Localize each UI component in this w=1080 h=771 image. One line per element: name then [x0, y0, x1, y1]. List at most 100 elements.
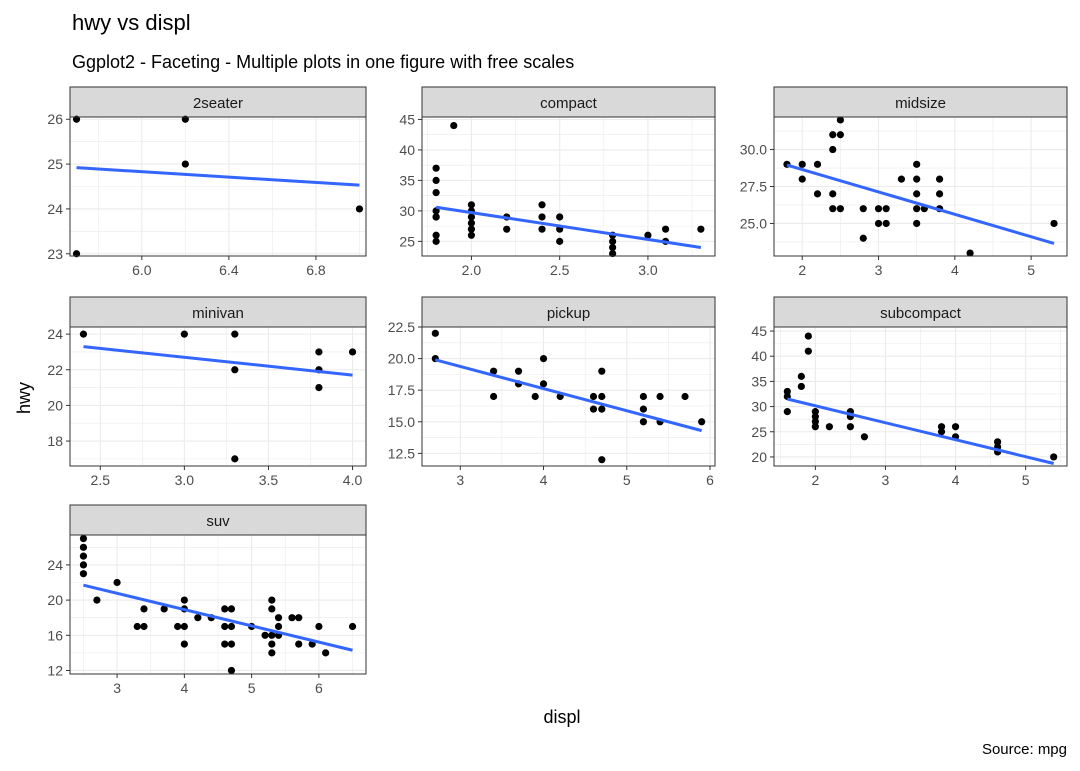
- panel-border: [69, 116, 367, 257]
- data-point: [951, 423, 960, 431]
- data-point: [268, 649, 276, 657]
- trend-line: [83, 345, 353, 377]
- data-point: [829, 190, 837, 198]
- data-point: [874, 205, 883, 213]
- data-point: [556, 213, 564, 221]
- data-point: [783, 408, 791, 416]
- data-point: [221, 640, 229, 648]
- data-point: [227, 622, 236, 631]
- x-tick-label: 3.0: [638, 262, 658, 278]
- y-tick-label: 35: [399, 172, 415, 188]
- data-point: [882, 219, 890, 228]
- x-tick-label: 4: [180, 680, 188, 696]
- facet-panel-pickup: pickup 3 4 5 6 12.5 15.0 17.5 20.0 22.5: [388, 296, 716, 488]
- data-point: [935, 175, 944, 183]
- y-tick-label: 22.5: [388, 319, 415, 335]
- data-point: [531, 392, 539, 401]
- data-point: [556, 237, 564, 245]
- data-point: [539, 380, 548, 388]
- data-point: [322, 649, 330, 657]
- facet-panel-suv: suv 3 4 5 6 12 16 20 24: [47, 504, 367, 696]
- data-point: [811, 413, 819, 421]
- data-point: [681, 392, 689, 401]
- trend-line: [76, 166, 360, 187]
- data-point: [811, 418, 819, 426]
- data-point: [503, 225, 511, 233]
- x-axis-title: displ: [543, 707, 580, 727]
- data-point: [539, 354, 548, 363]
- data-point: [935, 190, 944, 198]
- data-point: [882, 205, 890, 213]
- data-point: [829, 205, 837, 213]
- facet-strip-label: subcompact: [880, 305, 962, 322]
- data-point: [913, 219, 921, 228]
- data-point: [450, 121, 458, 130]
- data-point: [268, 596, 276, 604]
- data-point: [180, 330, 188, 338]
- y-tick-label: 22: [47, 362, 63, 378]
- data-point: [811, 423, 819, 431]
- data-point: [432, 213, 440, 221]
- panel-grid: [774, 327, 1067, 466]
- data-point: [231, 455, 239, 463]
- facet-strip: [421, 86, 716, 118]
- data-point: [261, 631, 269, 639]
- data-point: [639, 405, 648, 413]
- data-point: [227, 605, 236, 613]
- x-tick-label: 3: [882, 472, 890, 488]
- data-point: [514, 367, 523, 375]
- data-point: [160, 605, 168, 613]
- data-point: [783, 387, 791, 396]
- facet-strip-label: suv: [206, 513, 230, 530]
- data-point: [639, 392, 648, 401]
- data-point: [221, 605, 229, 613]
- data-point: [180, 596, 188, 604]
- data-point: [274, 614, 283, 622]
- facet-panel-compact: compact 2.0 2.5 3.0 25 30 35 40 45: [399, 86, 716, 278]
- trend-line: [434, 358, 703, 433]
- panel-border: [69, 326, 367, 467]
- y-tick-label: 20.0: [388, 351, 415, 367]
- y-tick-label: 20: [751, 449, 767, 465]
- facet-panel-2seater: 2seater 6.0 6.4 6.8 23 24 25 26: [47, 86, 367, 278]
- data-point: [913, 175, 921, 183]
- y-tick-label: 27.5: [740, 179, 767, 195]
- data-point: [598, 405, 606, 413]
- y-tick-label: 30: [751, 399, 767, 415]
- x-tick-label: 5: [248, 680, 256, 696]
- x-tick-label: 3: [875, 262, 883, 278]
- trend-line: [83, 583, 353, 652]
- facet-strip: [773, 296, 1068, 328]
- data-point: [79, 561, 88, 569]
- facet-panel-midsize: midsize 2 3 4 5 25.0 27.5 30.0: [740, 86, 1068, 278]
- chart-subtitle: Ggplot2 - Faceting - Multiple plots in o…: [72, 52, 574, 72]
- data-point: [813, 190, 822, 198]
- data-point: [355, 205, 364, 213]
- data-point: [825, 423, 833, 431]
- data-point: [227, 640, 236, 648]
- data-point: [288, 614, 296, 622]
- data-point: [609, 243, 617, 252]
- y-tick-label: 24: [47, 326, 63, 342]
- data-point: [836, 116, 844, 124]
- data-point: [859, 234, 867, 242]
- data-point: [180, 640, 188, 648]
- data-point: [93, 596, 101, 604]
- trend-line: [786, 397, 1055, 465]
- data-point: [467, 201, 476, 209]
- data-point: [859, 205, 867, 213]
- data-point: [804, 347, 812, 355]
- data-point: [798, 175, 806, 183]
- panel-grid: [70, 117, 366, 256]
- data-point: [432, 207, 440, 215]
- data-point: [174, 622, 182, 631]
- data-point: [897, 175, 906, 183]
- data-point: [268, 631, 276, 639]
- data-point: [274, 622, 283, 631]
- facet-panel-minivan: minivan 2.5 3.0 3.5 4.0 18 20 22 24: [47, 296, 367, 488]
- x-tick-label: 4: [540, 472, 548, 488]
- data-point: [598, 392, 606, 401]
- data-point: [639, 418, 648, 426]
- y-tick-label: 40: [751, 348, 767, 364]
